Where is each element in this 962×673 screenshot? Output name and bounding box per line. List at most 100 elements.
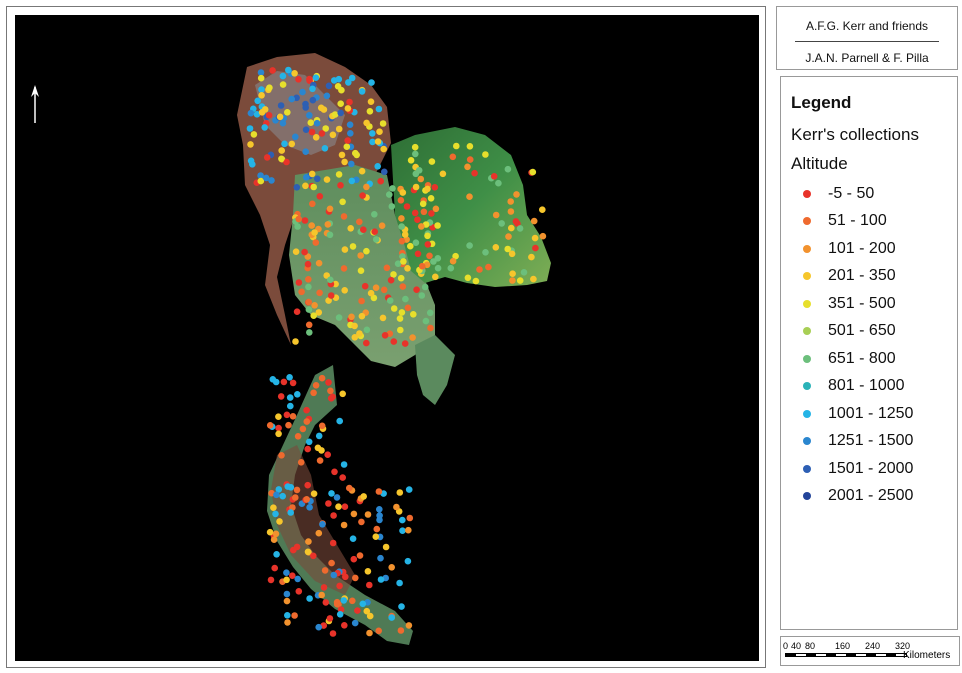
collection-point <box>476 266 483 273</box>
collection-point <box>329 539 337 547</box>
collection-point <box>466 156 474 163</box>
collection-point <box>352 149 359 157</box>
collection-point <box>376 128 383 135</box>
collection-point <box>344 137 352 144</box>
collection-point <box>394 260 402 267</box>
collection-point <box>329 131 337 139</box>
collection-point <box>277 102 285 109</box>
collection-point <box>356 330 363 337</box>
legend-swatch <box>803 354 811 363</box>
collection-point <box>351 334 359 341</box>
collection-point <box>404 265 411 272</box>
collection-point <box>358 297 365 305</box>
collection-point <box>273 551 280 558</box>
collection-point <box>532 244 539 252</box>
legend-swatch <box>803 492 811 501</box>
collection-point <box>321 145 329 152</box>
collection-point <box>372 533 380 540</box>
collection-point <box>284 483 292 490</box>
credit-authors: A.F.G. Kerr and friends <box>805 19 929 33</box>
collection-point <box>325 297 332 304</box>
collection-point <box>293 184 301 191</box>
collection-point <box>324 221 332 228</box>
collection-point <box>388 614 396 621</box>
collection-points <box>246 66 547 637</box>
collection-point <box>507 198 514 205</box>
collection-point <box>464 274 472 282</box>
collection-point <box>424 232 431 240</box>
collection-point <box>354 607 361 614</box>
collection-point <box>289 504 296 511</box>
collection-point <box>275 424 282 432</box>
collection-point <box>363 119 370 127</box>
collection-point <box>348 313 355 321</box>
legend-attribute: Altitude <box>791 154 848 173</box>
collection-point <box>504 165 512 173</box>
collection-point <box>485 263 492 271</box>
collection-point <box>294 223 301 230</box>
legend-swatch <box>803 189 811 198</box>
collection-point <box>257 74 265 82</box>
collection-point <box>311 229 318 236</box>
collection-point <box>398 223 406 230</box>
collection-point <box>279 492 287 500</box>
collection-point <box>276 113 284 121</box>
collection-point <box>411 209 419 217</box>
collection-point <box>318 374 326 382</box>
collection-point <box>292 248 300 255</box>
collection-point <box>325 379 332 386</box>
collection-point <box>325 500 332 507</box>
collection-point <box>390 338 398 345</box>
collection-point <box>364 568 372 575</box>
collection-point <box>314 175 321 183</box>
collection-point <box>316 193 324 200</box>
scale-tick: 80 <box>805 641 816 651</box>
collection-point <box>329 630 337 637</box>
collection-point <box>315 309 323 316</box>
collection-point <box>402 295 409 303</box>
collection-point <box>331 111 339 118</box>
collection-point <box>417 175 425 183</box>
legend-class-5: 501 - 650 <box>803 318 913 346</box>
collection-point <box>396 579 403 587</box>
collection-point <box>286 394 294 401</box>
collection-point <box>409 334 416 341</box>
collection-point <box>319 521 326 528</box>
collection-point <box>327 292 335 299</box>
collection-point <box>327 387 334 395</box>
collection-point <box>529 168 537 176</box>
collection-point <box>419 200 427 208</box>
collection-point <box>383 264 391 272</box>
collection-point <box>405 526 412 534</box>
collection-point <box>397 326 404 334</box>
credit-divider <box>795 41 939 42</box>
collection-point <box>340 597 348 604</box>
collection-point <box>257 69 265 76</box>
collection-point <box>434 222 441 229</box>
legend-swatch <box>803 409 811 418</box>
collection-point <box>291 612 298 619</box>
collection-point <box>308 128 316 136</box>
legend-swatch <box>803 299 811 308</box>
collection-point <box>292 133 299 141</box>
collection-point <box>297 459 305 466</box>
collection-point <box>432 273 439 281</box>
collection-point <box>389 185 396 192</box>
collection-point <box>328 490 335 497</box>
collection-point <box>336 417 344 425</box>
collection-point <box>508 224 515 232</box>
collection-point <box>350 510 358 518</box>
collection-point <box>310 183 318 191</box>
collection-point <box>347 130 354 137</box>
collection-point <box>431 184 439 191</box>
scale-tick: 40 <box>791 641 802 651</box>
collection-point <box>342 573 349 581</box>
collection-point <box>509 277 516 284</box>
collection-point <box>312 239 320 246</box>
collection-point <box>398 603 405 610</box>
scale-tick: 0 <box>783 641 789 651</box>
collection-point <box>266 528 274 536</box>
legend-class-11: 2001 - 2500 <box>803 483 913 511</box>
credits-box: A.F.G. Kerr and friends J.A.N. Parnell &… <box>776 6 958 70</box>
collection-point <box>516 225 524 232</box>
